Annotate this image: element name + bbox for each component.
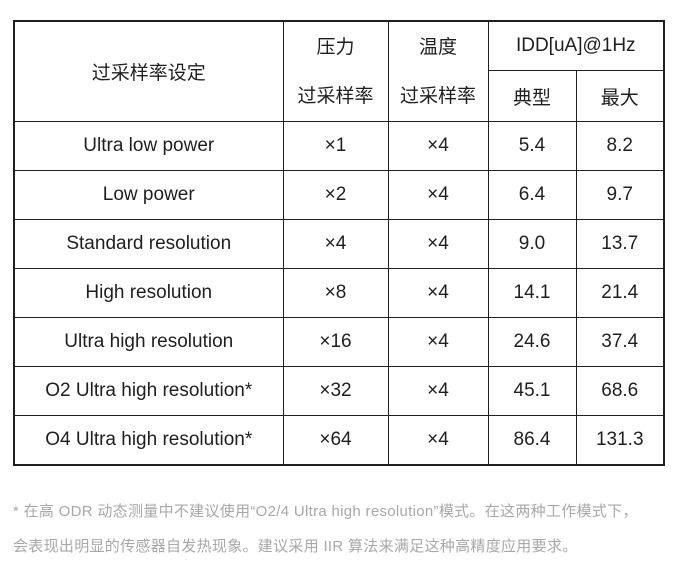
table-row: Standard resolution ×4 ×4 9.0 13.7 — [13, 219, 665, 269]
cell-idd-typical: 9.0 — [487, 219, 577, 269]
cell-temp-osr: ×4 — [387, 170, 489, 220]
cell-temp-osr: ×4 — [387, 219, 489, 269]
cell-idd-max: 9.7 — [575, 170, 665, 220]
cell-pressure-osr: ×1 — [282, 121, 389, 171]
cell-idd-max: 68.6 — [575, 366, 665, 416]
cell-pressure-osr: ×4 — [282, 219, 389, 269]
cell-temp-osr: ×4 — [387, 317, 489, 367]
cell-setting: Low power — [13, 170, 284, 220]
cell-pressure-osr: ×32 — [282, 366, 389, 416]
cell-pressure-osr: ×64 — [282, 415, 389, 466]
cell-setting: O2 Ultra high resolution* — [13, 366, 284, 416]
header-temperature-line1: 温度 — [418, 36, 457, 58]
header-pressure-line2: 过采样率 — [297, 85, 374, 107]
cell-idd-typical: 6.4 — [487, 170, 577, 220]
cell-idd-typical: 14.1 — [487, 268, 577, 318]
table-row: O4 Ultra high resolution* ×64 ×4 86.4 13… — [13, 415, 665, 466]
cell-idd-max: 131.3 — [575, 415, 665, 466]
cell-idd-max: 13.7 — [575, 219, 665, 269]
cell-idd-max: 37.4 — [575, 317, 665, 367]
cell-setting: Ultra low power — [13, 121, 284, 171]
cell-idd-max: 21.4 — [575, 268, 665, 318]
oversampling-spec-table: 过采样率设定 压力 过采样率 温度 过采样率 IDD[uA]@1Hz 典型 最大… — [13, 20, 666, 466]
cell-pressure-osr: ×2 — [282, 170, 389, 220]
cell-idd-max: 8.2 — [575, 121, 665, 171]
cell-pressure-osr: ×8 — [282, 268, 389, 318]
header-idd-typical: 典型 — [487, 70, 577, 122]
table-row: Low power ×2 ×4 6.4 9.7 — [13, 170, 665, 220]
footnote-line: 会表现出明显的传感器自发热现象。建议采用 IIR 算法来满足这种高精度应用要求。 — [13, 538, 578, 555]
cell-idd-typical: 24.6 — [487, 317, 577, 367]
cell-temp-osr: ×4 — [387, 366, 489, 416]
header-idd-max: 最大 — [575, 70, 665, 122]
cell-temp-osr: ×4 — [387, 268, 489, 318]
cell-setting: Ultra high resolution — [13, 317, 284, 367]
cell-temp-osr: ×4 — [387, 121, 489, 171]
cell-pressure-osr: ×16 — [282, 317, 389, 367]
cell-idd-typical: 5.4 — [487, 121, 577, 171]
header-temperature-line2: 过采样率 — [399, 85, 476, 107]
cell-setting: Standard resolution — [13, 219, 284, 269]
table-row: Ultra low power ×1 ×4 5.4 8.2 — [13, 121, 665, 171]
header-idd-current: IDD[uA]@1Hz — [487, 20, 665, 71]
table-row: O2 Ultra high resolution* ×32 ×4 45.1 68… — [13, 366, 665, 416]
footnote-line: * 在高 ODR 动态测量中不建议使用“O2/4 Ultra high reso… — [13, 503, 638, 520]
table-row: Ultra high resolution ×16 ×4 24.6 37.4 — [13, 317, 665, 367]
header-pressure-oversampling: 压力 过采样率 — [282, 20, 389, 122]
cell-temp-osr: ×4 — [387, 415, 489, 466]
cell-idd-typical: 86.4 — [487, 415, 577, 466]
cell-setting: O4 Ultra high resolution* — [13, 415, 284, 466]
cell-setting: High resolution — [13, 268, 284, 318]
header-row-top: 过采样率设定 压力 过采样率 温度 过采样率 IDD[uA]@1Hz — [13, 20, 665, 122]
footnote: * 在高 ODR 动态测量中不建议使用“O2/4 Ultra high reso… — [13, 494, 673, 564]
header-oversampling-setting: 过采样率设定 — [13, 20, 284, 122]
header-pressure-line1: 压力 — [316, 36, 355, 58]
header-row-sub: 典型 最大 — [14, 70, 665, 122]
header-temperature-oversampling: 温度 过采样率 — [387, 20, 489, 122]
cell-idd-typical: 45.1 — [487, 366, 577, 416]
table-row: High resolution ×8 ×4 14.1 21.4 — [13, 268, 665, 318]
